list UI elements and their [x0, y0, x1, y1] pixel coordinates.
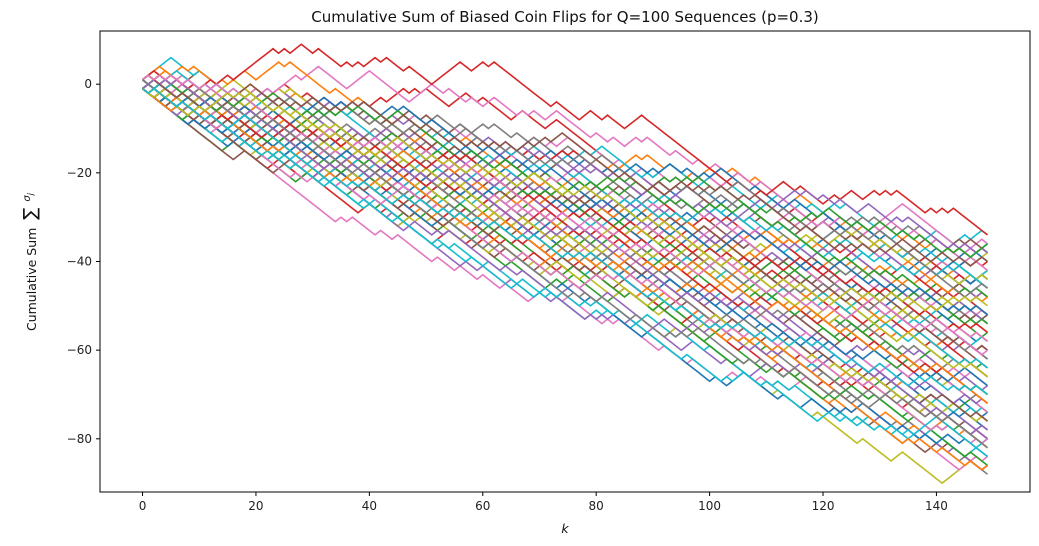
- y-tick-label: −20: [67, 166, 92, 180]
- series-line: [142, 87, 988, 471]
- series-line: [142, 79, 988, 449]
- series-line: [142, 60, 988, 303]
- y-tick-label: −40: [67, 255, 92, 269]
- x-tick-label: 80: [589, 499, 604, 513]
- series-group: [142, 43, 988, 485]
- chart-title: Cumulative Sum of Biased Coin Flips for …: [311, 8, 819, 26]
- x-tick-label: 140: [925, 499, 948, 513]
- y-ticks: 0 −20 −40 −60 −80: [67, 77, 100, 446]
- series-line: [142, 43, 988, 236]
- y-tick-label: −80: [67, 432, 92, 446]
- y-tick-label: −60: [67, 343, 92, 357]
- x-tick-label: 20: [248, 499, 263, 513]
- x-tick-label: 0: [139, 499, 147, 513]
- series-line: [142, 87, 988, 396]
- y-tick-label: 0: [84, 77, 92, 91]
- series-line: [142, 87, 988, 471]
- y-axis-label-group: Cumulative Sum ∑ σj: [20, 192, 41, 331]
- x-ticks: 0 20 40 60 80 100 120 140: [139, 492, 948, 513]
- x-tick-label: 60: [475, 499, 490, 513]
- series-line: [142, 78, 988, 445]
- x-axis-label: k: [561, 521, 569, 536]
- y-axis-label-sum-symbol: ∑: [20, 208, 41, 220]
- y-axis-label: Cumulative Sum ∑ σj: [20, 192, 41, 331]
- series-line: [142, 79, 988, 321]
- axes-frame: [99, 30, 1031, 493]
- x-tick-label: 100: [698, 499, 721, 513]
- series-line: [142, 74, 988, 342]
- series-line: [142, 74, 988, 267]
- series-line: [142, 87, 988, 312]
- series-line: [142, 78, 988, 259]
- x-tick-label: 40: [362, 499, 377, 513]
- series-line: [142, 78, 988, 404]
- x-tick-label: 120: [812, 499, 835, 513]
- y-axis-label-sigma: σ: [22, 195, 33, 202]
- y-axis-label-sub: j: [26, 192, 35, 196]
- series-line: [142, 78, 988, 436]
- series-line: [142, 87, 988, 445]
- series-line: [142, 83, 988, 467]
